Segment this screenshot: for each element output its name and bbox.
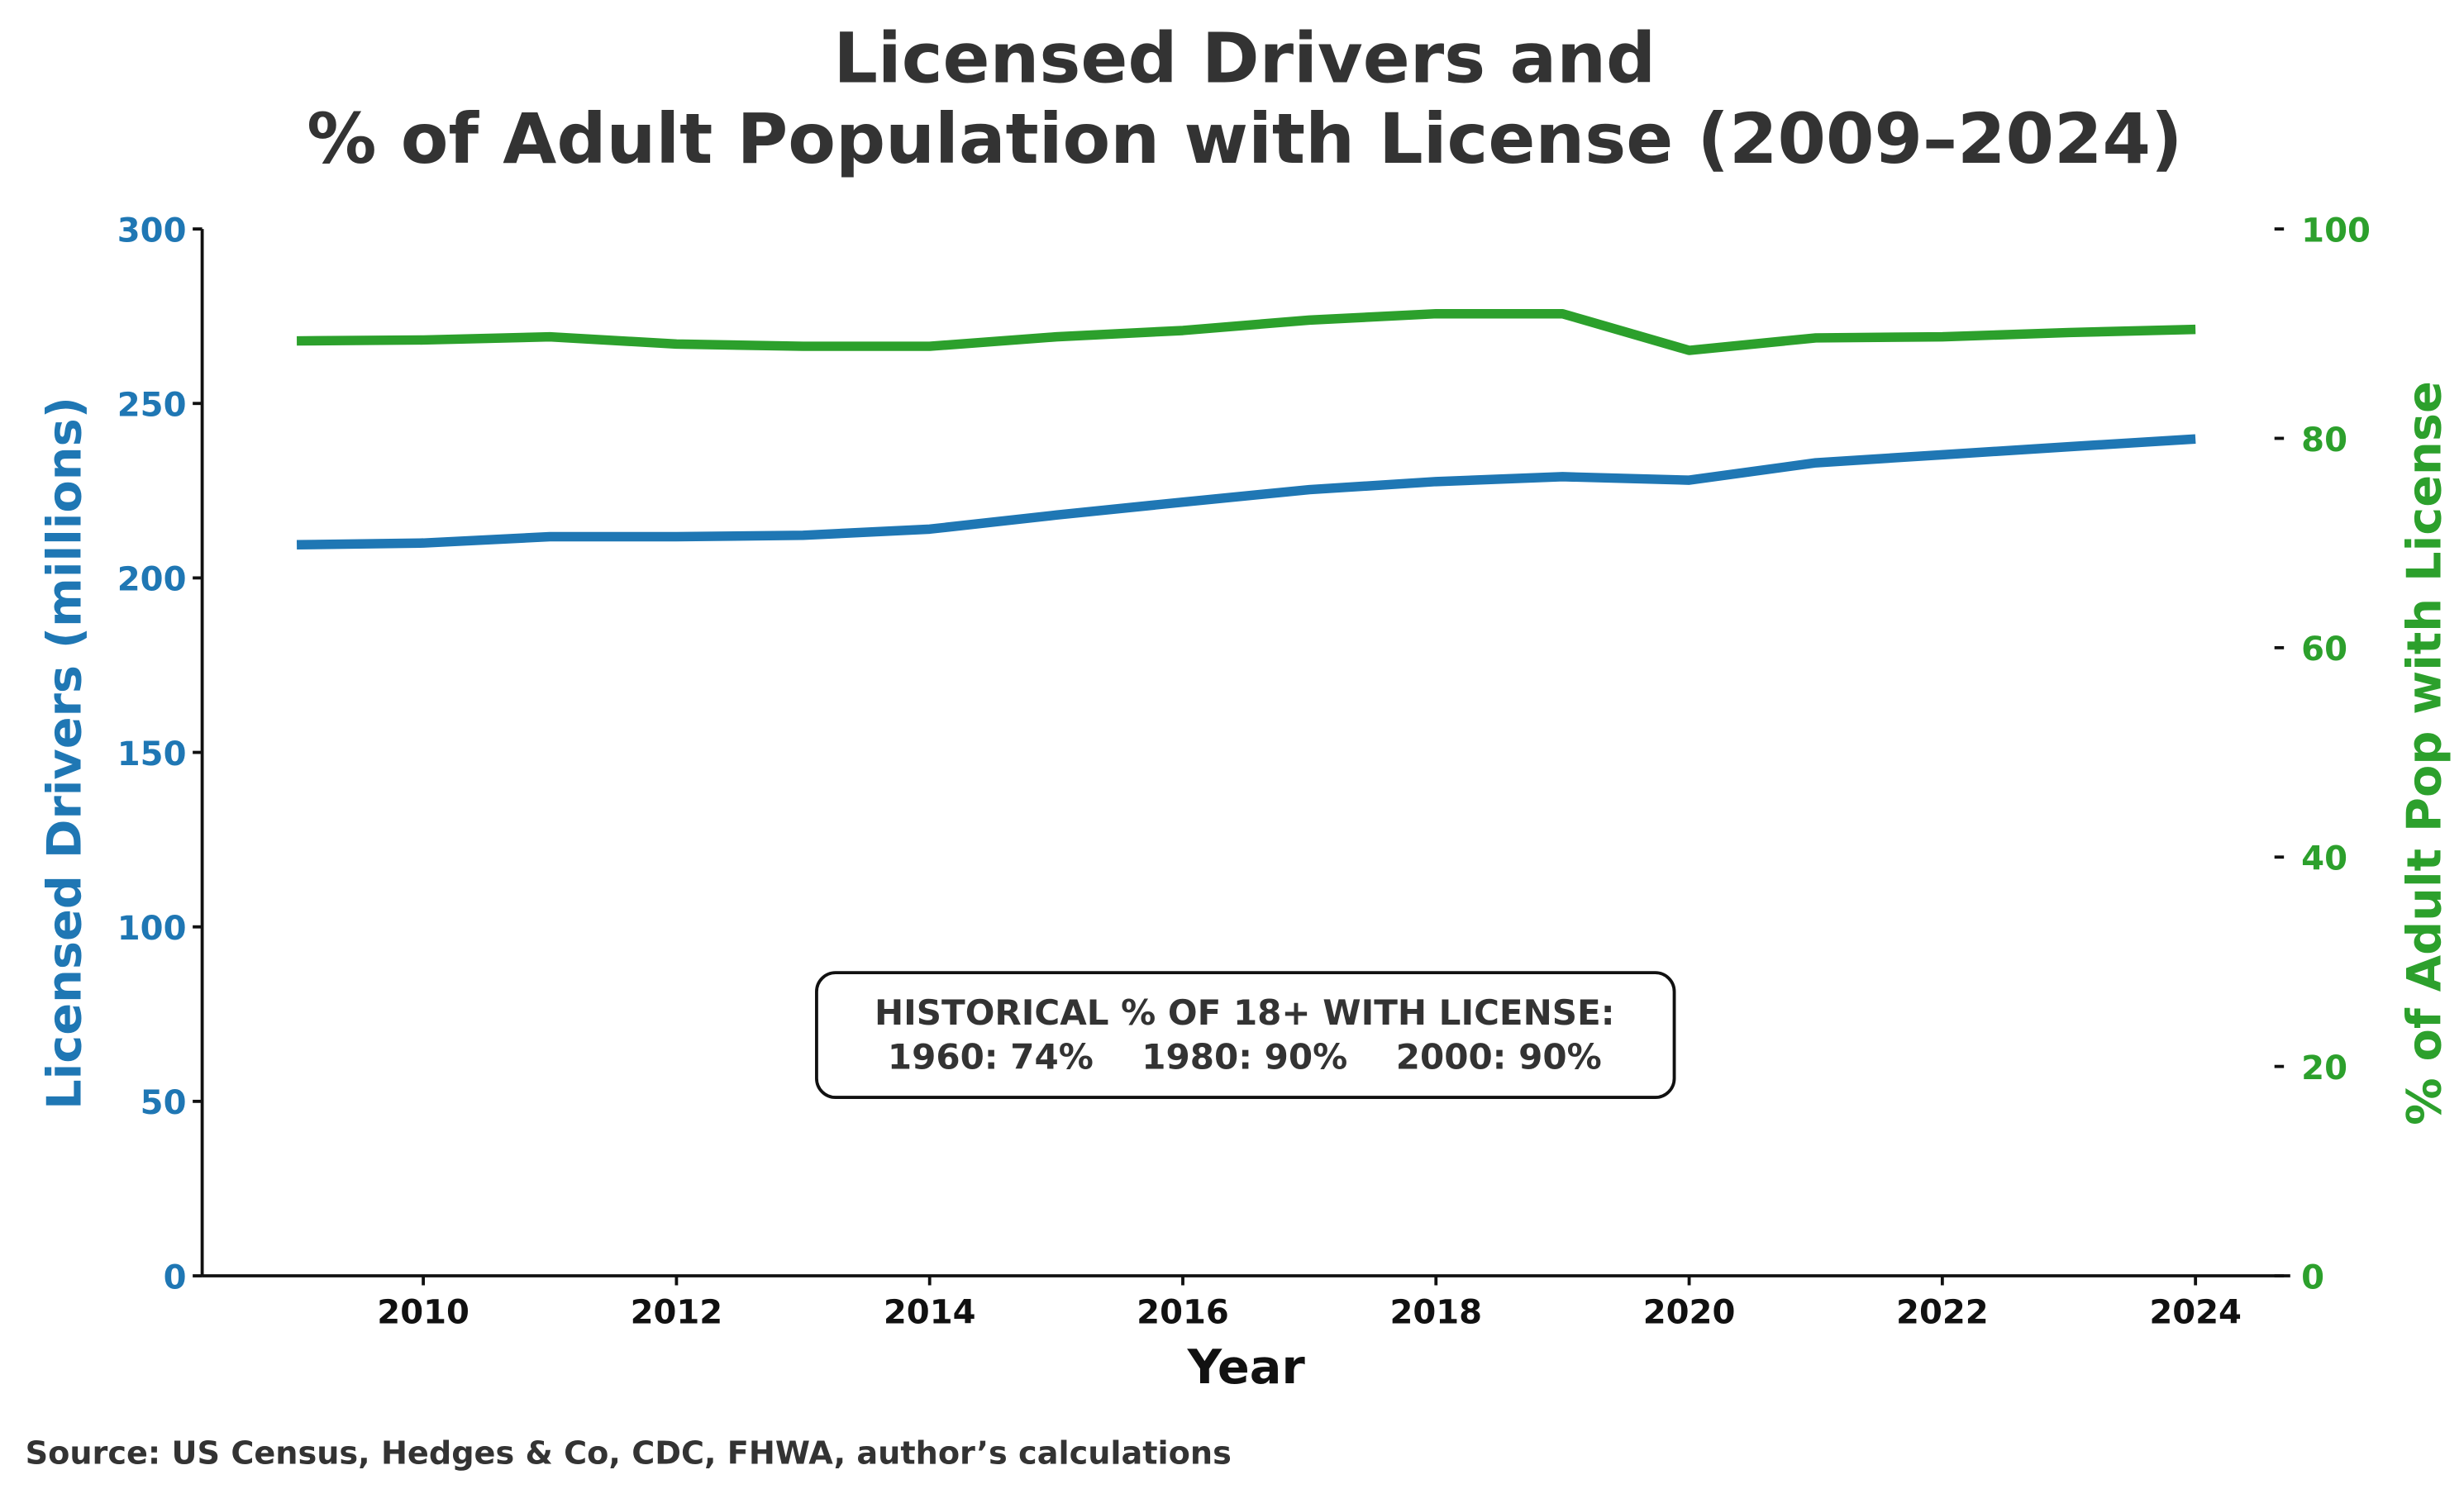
x-tick-label: 2014 [884,1293,976,1331]
annotation-line1: HISTORICAL % OF 18+ WITH LICENSE: [875,992,1615,1033]
y-left-tick-label: 200 [117,561,187,599]
x-tick-label: 2022 [1896,1293,1989,1331]
y-axis-right-label: % of Adult Pop with License [2396,381,2452,1125]
x-tick-label: 2010 [377,1293,469,1331]
y-axis-left-label: Licensed Drivers (millions) [36,397,92,1110]
y-left-tick-label: 100 [117,910,187,948]
x-tick-label: 2012 [631,1293,723,1331]
y-right-tick-label: 0 [2301,1258,2324,1296]
annotation-box: HISTORICAL % OF 18+ WITH LICENSE: 1960: … [815,971,1676,1099]
x-tick-label: 2020 [1643,1293,1736,1331]
y-right-tick-label: 80 [2301,421,2347,459]
source-note: Source: US Census, Hedges & Co, CDC, FHW… [26,1435,1232,1472]
chart-title-line2: % of Adult Population with License (2009… [307,98,2182,179]
y-left-tick-label: 50 [141,1084,187,1122]
y-right-tick-label: 40 [2301,840,2347,878]
y-left-tick-label: 300 [117,212,187,250]
x-tick-label: 2018 [1389,1293,1482,1331]
chart-title-line1: Licensed Drivers and [833,17,1656,98]
percent-licensed-line [297,308,2196,355]
y-left-tick-label: 150 [117,735,187,773]
y-left-tick-label: 250 [117,387,187,425]
x-tick-label: 2024 [2149,1293,2242,1331]
x-tick-label: 2016 [1137,1293,1229,1331]
y-right-tick-label: 60 [2301,630,2347,668]
x-axis-label: Year [1187,1339,1306,1395]
y-right-tick-label: 20 [2301,1049,2347,1087]
y-left-tick-label: 0 [164,1258,187,1296]
annotation-line2: 1960: 74% 1980: 90% 2000: 90% [888,1037,1602,1078]
y-right-tick-label: 100 [2301,212,2371,250]
licensed-drivers-line [296,434,2196,550]
